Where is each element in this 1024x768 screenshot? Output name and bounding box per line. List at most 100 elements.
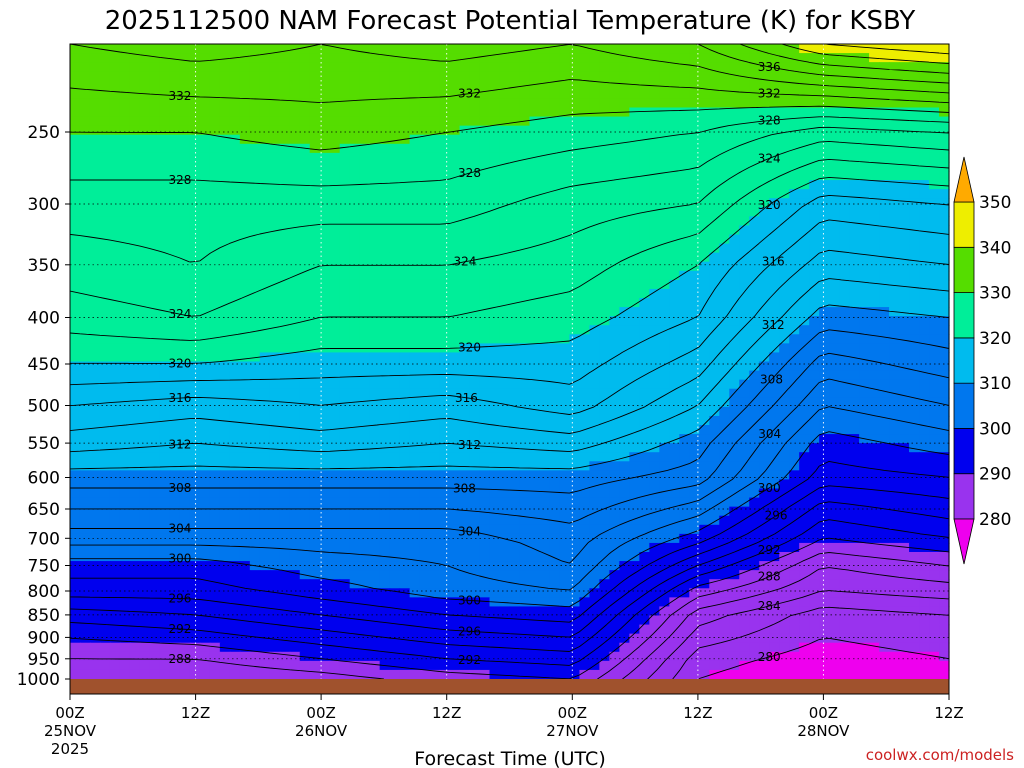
- field-cell: [409, 62, 421, 72]
- field-cell: [839, 261, 850, 272]
- field-cell: [539, 180, 551, 190]
- field-cell: [509, 71, 521, 81]
- field-cell: [859, 252, 870, 263]
- field-cell: [809, 288, 820, 299]
- field-cell: [79, 116, 91, 127]
- field-cell: [429, 116, 441, 127]
- field-cell: [839, 225, 850, 236]
- field-cell: [759, 406, 770, 417]
- field-cell: [619, 325, 630, 335]
- field-cell: [329, 243, 341, 254]
- field-cell: [819, 71, 830, 81]
- field-cell: [529, 125, 541, 136]
- field-cell: [579, 388, 591, 399]
- field-cell: [779, 406, 790, 417]
- field-cell: [609, 343, 620, 354]
- field-cell: [479, 171, 491, 181]
- field-cell: [359, 71, 371, 81]
- field-cell: [269, 225, 281, 236]
- field-cell: [529, 234, 541, 245]
- field-cell: [609, 161, 620, 172]
- field-cell: [259, 98, 271, 109]
- field-cell: [739, 361, 750, 372]
- field-cell: [239, 388, 251, 399]
- field-cell: [639, 352, 650, 363]
- field-cell: [499, 116, 511, 127]
- field-cell: [129, 234, 141, 245]
- field-cell: [639, 107, 650, 118]
- field-cell: [229, 44, 241, 54]
- field-cell: [879, 62, 890, 72]
- field-cell: [619, 461, 630, 471]
- field-cell: [609, 71, 620, 81]
- field-cell: [559, 234, 571, 245]
- field-cell: [269, 198, 281, 208]
- field-cell: [149, 44, 161, 54]
- field-cell: [809, 415, 820, 426]
- field-cell: [769, 189, 780, 199]
- field-cell: [869, 325, 880, 335]
- field-cell: [389, 552, 401, 562]
- field-cell: [659, 443, 670, 453]
- field-cell: [329, 71, 341, 81]
- field-cell: [569, 161, 581, 172]
- field-cell: [319, 370, 331, 381]
- field-cell: [249, 506, 261, 517]
- field-cell: [829, 44, 840, 54]
- field-cell: [919, 270, 930, 281]
- field-cell: [289, 452, 301, 462]
- field-cell: [889, 134, 900, 145]
- field-cell: [829, 524, 840, 535]
- field-cell: [759, 53, 770, 63]
- field-cell: [899, 89, 910, 100]
- field-cell: [469, 261, 481, 272]
- field-cell: [869, 316, 880, 326]
- field-cell: [789, 533, 800, 544]
- field-cell: [249, 388, 261, 399]
- field-cell: [859, 497, 870, 508]
- field-cell: [169, 425, 181, 435]
- field-cell: [819, 207, 830, 217]
- field-cell: [929, 216, 940, 227]
- field-cell: [469, 288, 481, 299]
- field-cell: [279, 479, 291, 490]
- field-cell: [629, 397, 640, 408]
- field-cell: [689, 379, 700, 390]
- field-cell: [489, 524, 501, 535]
- field-cell: [599, 252, 610, 263]
- field-cell: [579, 62, 591, 72]
- field-cell: [549, 406, 561, 417]
- field-cell: [539, 434, 551, 444]
- field-cell: [239, 488, 251, 499]
- field-cell: [589, 406, 600, 417]
- field-cell: [699, 334, 710, 344]
- field-cell: [209, 216, 221, 227]
- field-cell: [599, 44, 610, 54]
- field-cell: [209, 261, 221, 272]
- field-cell: [589, 71, 600, 81]
- field-cell: [79, 425, 91, 435]
- field-cell: [579, 53, 591, 63]
- field-cell: [359, 298, 371, 308]
- field-cell: [149, 443, 161, 453]
- field-cell: [669, 334, 680, 344]
- field-cell: [389, 461, 401, 471]
- field-cell: [99, 98, 111, 109]
- field-cell: [919, 379, 930, 390]
- field-cell: [79, 552, 91, 562]
- field-cell: [669, 506, 680, 517]
- field-cell: [169, 161, 181, 172]
- field-cell: [109, 524, 121, 535]
- field-cell: [589, 143, 600, 154]
- field-cell: [299, 425, 311, 435]
- field-cell: [109, 53, 121, 63]
- field-cell: [749, 388, 760, 399]
- field-cell: [539, 515, 551, 526]
- field-cell: [569, 425, 581, 435]
- field-cell: [669, 198, 680, 208]
- field-cell: [629, 316, 640, 326]
- field-cell: [799, 62, 810, 72]
- field-cell: [719, 71, 730, 81]
- field-cell: [759, 243, 770, 254]
- field-cell: [649, 325, 660, 335]
